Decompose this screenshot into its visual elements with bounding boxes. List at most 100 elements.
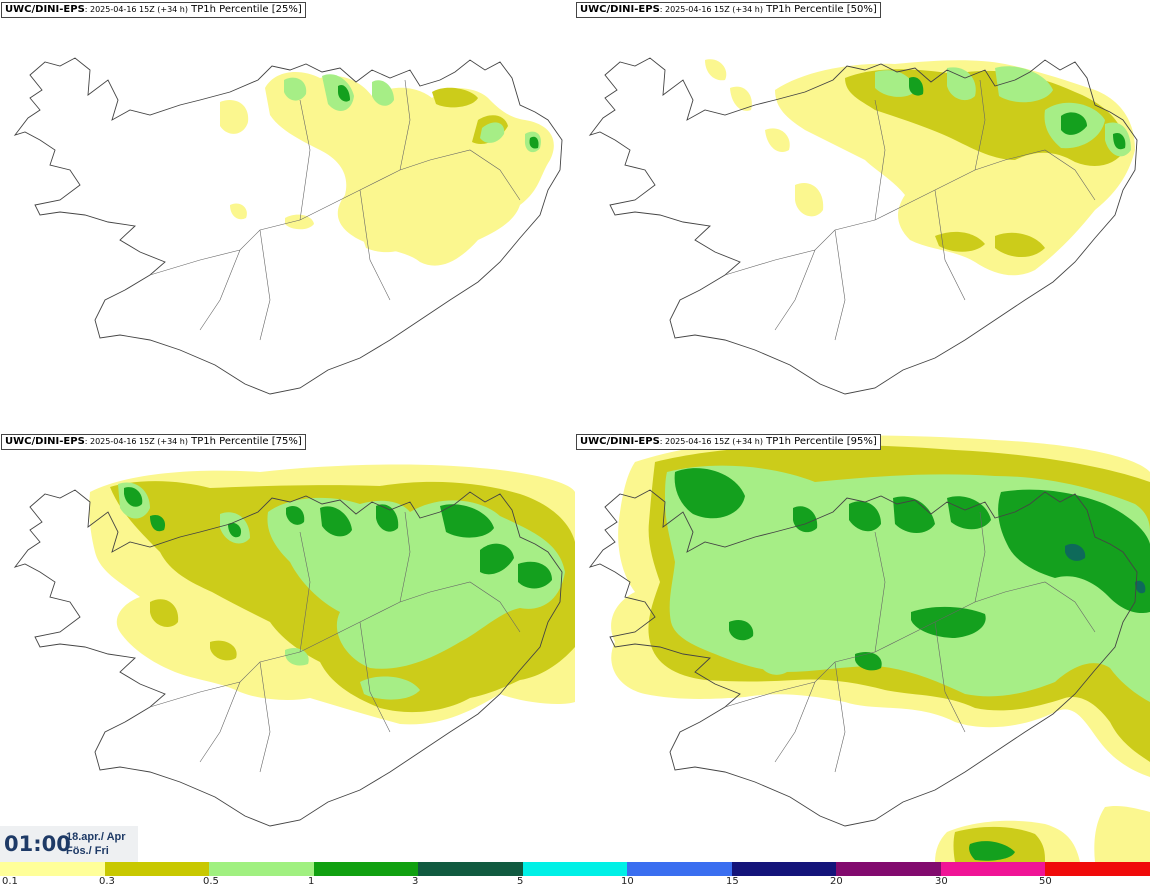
precip-green [875,70,915,97]
valid-date: 18.apr./ Apr [66,831,126,843]
run-info: : 2025-04-16 15Z (+34 h) [84,437,188,446]
precip-field [611,435,1150,862]
precip-light [795,182,824,217]
precip-green [480,122,505,143]
colorbar-segment [104,862,210,876]
precip-light [265,72,554,266]
precip-field [705,59,1135,276]
map-panel-p95: UWC/DINI-EPS: 2025-04-16 15Z (+34 h) TP1… [575,432,1150,862]
map-svg [13,57,563,395]
precip-green [322,74,354,111]
precip-mid [150,599,179,627]
field-name: TP1h Percentile [75%] [187,436,302,447]
colorbar-tick-label: 15 [726,876,739,887]
model-name: UWC/DINI-EPS [5,436,85,447]
precip-dark [1113,132,1126,150]
colorbar-segment [418,862,523,876]
run-info: : 2025-04-16 15Z (+34 h) [659,5,763,14]
model-name: UWC/DINI-EPS [580,436,660,447]
colorbar-segment [836,862,941,876]
colorbar-tick-label: 0.5 [203,876,219,887]
precip-green [267,497,565,669]
map-svg [588,435,1150,862]
colorbar-segment [940,862,1046,876]
coastline [13,57,563,395]
run-info: : 2025-04-16 15Z (+34 h) [84,5,188,14]
colorbar-tick-label: 20 [830,876,843,887]
colorbar-tick-label: 0.1 [2,876,18,887]
field-name: TP1h Percentile [50%] [762,4,877,15]
panel-title: UWC/DINI-EPS: 2025-04-16 15Z (+34 h) TP1… [576,2,881,18]
precip-field [220,72,554,266]
colorbar-segment [627,862,732,876]
precip-mid [995,232,1045,258]
colorbar-tick-label: 5 [517,876,524,887]
precip-field [89,464,575,725]
valid-day: Fös./ Fri [66,845,109,857]
colorbar-segment [0,862,105,876]
precip-light [362,231,412,253]
roads [724,511,1096,773]
precip-light [220,100,249,134]
precip-green [285,647,309,666]
precip-green [372,80,394,106]
precip-mid [210,640,237,661]
map-svg [13,464,575,827]
precip-light [230,203,247,220]
colorbar-segment [731,862,837,876]
precip-dark [529,136,539,149]
precip-dark [320,506,352,537]
roads [149,511,521,773]
coastline [588,57,1138,395]
precip-light [765,128,790,152]
precip-dark [150,514,166,532]
colorbar-tick-label: 10 [621,876,634,887]
roads [149,79,521,341]
precip-green [675,600,702,627]
coastline [588,489,1138,827]
colorbar-tick-label: 3 [412,876,419,887]
precip-dark [893,496,935,533]
colorbar-tick-label: 50 [1039,876,1052,887]
colorbar-tick-label: 0.3 [99,876,115,887]
precip-light [730,86,752,111]
field-name: TP1h Percentile [25%] [187,4,302,15]
precip-dark [969,841,1015,861]
precip-mid [432,87,478,108]
map-panel-p25: UWC/DINI-EPS: 2025-04-16 15Z (+34 h) TP1… [0,0,575,430]
precip-green [995,66,1053,103]
precip-dark [440,504,494,538]
precip-dark [518,561,552,589]
map-svg [588,57,1138,395]
precip-dark [338,84,350,102]
precip-dark [124,487,143,507]
precip-dark [911,606,986,638]
precip-green [760,655,788,675]
coastline [13,489,563,827]
precip-dark [286,505,305,525]
iceland-coastline [588,57,1138,395]
valid-time-box: 01:00 18.apr./ Apr Fös./ Fri [0,826,138,862]
panel-title: UWC/DINI-EPS: 2025-04-16 15Z (+34 h) TP1… [576,434,881,450]
valid-time: 01:00 [4,832,71,856]
precip-light [1094,805,1150,862]
precip-dark [947,496,991,530]
roads [724,79,1096,341]
colorbar-segment [1045,862,1150,876]
field-name: TP1h Percentile [95%] [762,436,877,447]
precip-dark [228,522,242,538]
precip-dark [480,543,514,575]
colorbar-segment [522,862,628,876]
panel-title: UWC/DINI-EPS: 2025-04-16 15Z (+34 h) TP1… [1,434,306,450]
precip-mid [935,231,985,252]
precip-dark [674,468,745,519]
model-name: UWC/DINI-EPS [580,4,660,15]
map-panel-p75: UWC/DINI-EPS: 2025-04-16 15Z (+34 h) TP1… [0,432,575,862]
iceland-coastline [588,489,1138,827]
iceland-coastline [13,489,563,827]
precip-dark [855,651,882,671]
colorbar-segment [313,862,419,876]
precip-green [360,676,420,700]
precip-green [947,67,976,101]
model-name: UWC/DINI-EPS [5,4,85,15]
